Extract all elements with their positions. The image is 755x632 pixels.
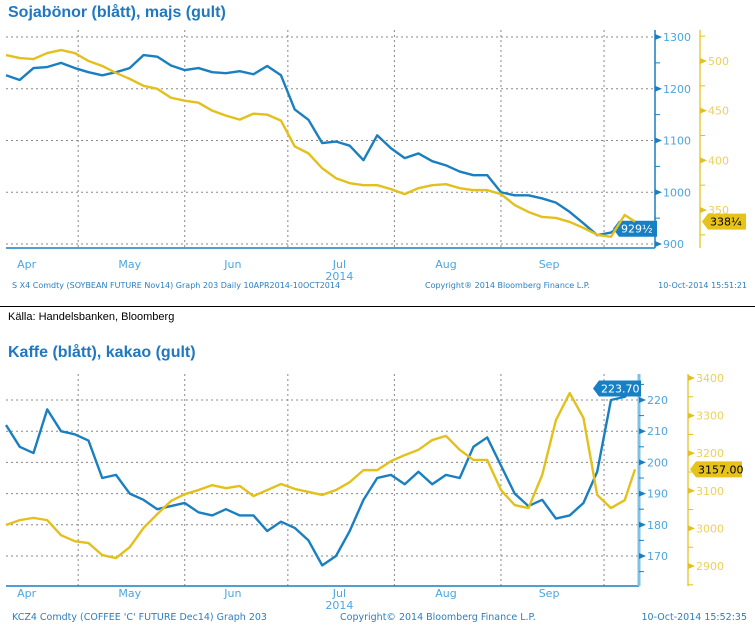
last-value-badge-yellow [690,461,742,478]
right-axis-tick-label: 3300 [696,410,724,423]
left-axis-tick-marker [655,241,662,247]
divider [0,306,755,307]
left-axis-tick-marker [655,85,662,92]
left-axis-tick-marker [639,428,646,435]
left-axis-tick-label: 1100 [663,135,691,148]
left-axis-tick-marker [655,137,662,144]
left-axis-tick-marker [655,189,662,196]
right-axis-tick-label: 3100 [696,485,724,498]
chart-2-title: Kaffe (blått), kakao (gult) [8,344,196,361]
right-axis-tick-label: 450 [708,105,729,118]
right-axis-tick-marker [688,450,695,457]
last-value-label-yellow: 338¼ [710,216,742,229]
footer-copyright: Copyright® 2014 Bloomberg Finance L.P. [425,281,590,290]
right-axis-tick-marker [688,563,695,569]
last-value-badge-yellow [702,213,746,230]
right-axis-tick-label: 3000 [696,522,724,535]
x-tick-label: Aug [435,587,456,600]
left-axis-tick-label: 1300 [663,31,691,44]
right-axis-tick-marker [688,412,695,419]
chart-1-title: Sojabönor (blått), majs (gult) [8,4,226,21]
left-axis-tick-label: 190 [647,488,668,501]
x-year-label: 2014 [325,270,353,283]
last-value-label-blue: 223.70 [601,382,640,395]
x-tick-label: Sep [539,258,560,271]
source-note: Källa: Handelsbanken, Bloomberg [8,311,175,323]
right-axis-tick-label: 3400 [696,372,724,385]
right-axis-tick-marker [688,375,695,381]
left-axis-tick-marker [639,521,646,528]
left-axis-tick-label: 210 [647,425,668,438]
right-axis-tick-label: 500 [708,55,729,68]
footer-timestamp: 10-Oct-2014 15:51:21 [658,281,747,290]
left-axis-tick-marker [639,397,646,403]
right-axis-tick-marker [700,207,707,213]
left-axis-tick-label: 200 [647,456,668,469]
x-tick-label: Sep [539,587,560,600]
last-value-label-blue: 929½ [621,223,653,236]
left-axis-tick-label: 900 [663,238,684,251]
right-axis-tick-marker [688,525,695,532]
footer-timestamp: 10-Oct-2014 15:52:35 [642,612,748,623]
left-axis-tick-label: 220 [647,394,668,407]
x-tick-label: Apr [17,258,37,271]
x-tick-label: May [118,587,141,600]
x-year-label: 2014 [325,599,353,612]
left-axis-tick-label: 1000 [663,186,691,199]
last-value-label-yellow: 3157.00 [698,463,744,476]
x-tick-label: Jun [223,258,241,271]
left-axis-tick-marker [639,459,646,466]
footer-ticker: S X4 Comdty (SOYBEAN FUTURE Nov14) Graph… [12,281,340,290]
left-axis-tick-marker [639,553,646,559]
x-tick-label: May [118,258,141,271]
left-axis-tick-label: 180 [647,519,668,532]
right-axis-tick-marker [700,58,707,64]
left-axis-tick-marker [639,490,646,497]
right-axis-tick-marker [688,487,695,494]
right-axis-tick-label: 3200 [696,447,724,460]
x-tick-label: Aug [435,258,456,271]
x-tick-label: Jul [332,258,346,271]
right-axis-tick-label: 400 [708,154,729,167]
right-axis-tick-marker [700,157,707,164]
x-tick-label: Jun [223,587,241,600]
right-axis-tick-label: 2900 [696,560,724,573]
left-axis-tick-label: 1200 [663,83,691,96]
left-axis-tick-marker [655,34,662,40]
footer-copyright: Copyright© 2014 Bloomberg Finance L.P. [340,612,536,623]
right-axis-tick-marker [700,107,707,114]
footer-ticker: KCZ4 Comdty (COFFEE 'C' FUTURE Dec14) Gr… [12,612,267,623]
x-tick-label: Jul [332,587,346,600]
left-axis-tick-label: 170 [647,550,668,563]
x-tick-label: Apr [17,587,37,600]
last-value-badge-blue [593,380,641,397]
last-value-badge-blue [613,220,657,237]
